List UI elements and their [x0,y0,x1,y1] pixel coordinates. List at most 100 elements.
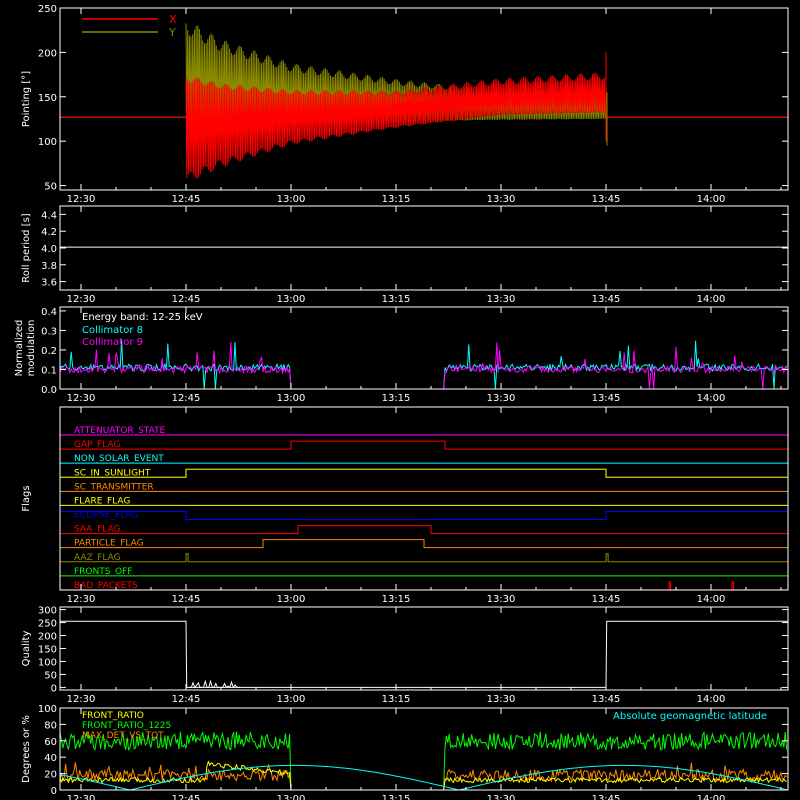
y-tick-label: 4.2 [41,227,57,238]
modulation-panel: 12:30 12:45 13:00 13:15 13:30 13:45 14:00 0.4 0.… [14,306,789,404]
panel-frame [59,406,789,591]
x-tick-label: 13:30 [487,294,516,305]
y-tick-label: 3.6 [41,278,57,289]
y-tick-label: 0.3 [41,326,57,337]
x-tick-label: 12:45 [172,794,201,800]
front-ratio-panel: 12:30 12:45 13:00 13:15 13:30 13:45 14:00 100 80… [21,704,789,800]
y-tick-label: 0.4 [41,307,57,318]
roll-period-panel: 12:30 12:45 13:00 13:15 13:30 13:45 14:00 4.4 4.… [21,205,789,305]
series-X-line [185,72,606,179]
y-tick-label: 150 [38,93,57,104]
energy-band-annotation: Energy band: 12-25 keV [82,312,203,323]
legend-label-front-ratio-1225: FRONT_RATIO_1225 [82,721,171,731]
x-tick-label: 14:00 [697,393,726,404]
panel-frame [59,7,789,191]
x-tick-label: 12:45 [172,694,201,705]
x-tick-label: 13:15 [382,594,411,605]
flag-line-eclipse-flag [59,511,789,520]
x-tick-label: 12:30 [67,794,96,800]
y-axis-label: Normalized [14,320,25,377]
x-tick-label: 13:30 [487,393,516,404]
y-axis-label: Pointing [°] [21,71,32,127]
pointing-panel: 12:30 12:45 13:00 13:15 13:30 13:45 14:00 250 20… [21,4,789,205]
x-tick-label: 14:00 [697,194,726,205]
x-tick-label: 12:45 [172,294,201,305]
x-tick-label: 13:15 [382,794,411,800]
x-tick-label: 14:00 [697,294,726,305]
y-axis-label: Roll period [s] [21,213,32,282]
x-tick-label: 13:30 [487,794,516,800]
x-tick-label: 12:45 [172,594,201,605]
flag-label-fronts-off: FRONTS_OFF [74,567,132,577]
x-tick-label: 13:00 [277,294,306,305]
panel-frame [59,707,789,791]
x-tick-label: 13:15 [382,694,411,705]
y-tick-label: 3.8 [41,261,57,272]
x-tick-label: 13:15 [382,393,411,404]
flag-line-gap-flag [60,440,788,450]
flag-line-sc-in-sunlight [60,468,788,478]
legend-label-collimator-8: Collimator 8 [82,325,143,336]
flag-label-sc-in-sunlight: SC_IN_SUNLIGHT [74,468,151,478]
y-tick-label: 0.1 [41,365,57,376]
legend-label-X: X [169,13,177,26]
flag-label-saa-flag: SAA_FLAG [74,525,120,535]
y-tick-label: 250 [38,619,57,630]
x-tick-label: 12:30 [67,294,96,305]
flag-label-eclipse-flag: ECLIPSE_FLAG [74,511,138,521]
x-tick-label: 12:30 [67,594,96,605]
x-tick-label: 14:00 [697,694,726,705]
x-tick-label: 13:00 [277,794,306,800]
y-axis-label: Degrees or % [21,715,32,783]
y-tick-label: 0 [51,786,57,797]
x-tick-label: 13:45 [592,194,621,205]
x-tick-label: 13:45 [592,294,621,305]
x-tick-label: 13:45 [592,794,621,800]
flag-label-gap-flag: GAP_FLAG [74,440,120,450]
x-tick-label: 13:00 [277,694,306,705]
y-tick-label: 100 [38,657,57,668]
quality-noise [189,679,241,689]
x-tick-label: 12:30 [67,194,96,205]
flag-line-aaz-flag [60,553,788,563]
legend-label-front-ratio: FRONT_RATIO [82,711,144,721]
y-tick-label: 80 [44,720,57,731]
x-tick-label: 13:30 [487,594,516,605]
y-axis-label: modulation [26,320,37,377]
y-tick-label: 100 [38,137,57,148]
x-tick-label: 13:30 [487,694,516,705]
y-tick-label: 250 [38,4,57,15]
y-tick-label: 0.2 [41,346,57,357]
x-tick-label: 13:00 [277,594,306,605]
legend-label-collimator-9: Collimator 9 [82,337,143,348]
flag-label-attenuator-state: ATTENUATOR_STATE [74,426,166,436]
y-tick-label: 50 [44,182,57,193]
quality-panel: 12:30 12:45 13:00 13:15 13:30 13:45 14:00 300 25… [21,606,789,705]
y-tick-label: 100 [38,704,57,715]
y-axis-label: Flags [21,485,32,511]
x-tick-label: 12:45 [172,194,201,205]
y-tick-label: 40 [44,753,57,764]
x-tick-label: 13:00 [277,194,306,205]
legend-label-Y: Y [168,26,176,39]
x-tick-label: 12:30 [67,694,96,705]
y-tick-label: 20 [44,770,57,781]
flag-label-flare-flag: FLARE_FLAG [74,496,130,506]
geomagnetic-annotation: Absolute geomagnetic latitude [613,711,767,722]
flags-panel: ATTENUATOR_STATE GAP_FLAG NON_SOLAR_EVENT S… [21,406,789,605]
x-tick-label: 12:30 [67,393,96,404]
x-tick-label: 13:00 [277,393,306,404]
y-tick-label: 0 [51,683,57,694]
x-tick-label: 13:45 [592,694,621,705]
y-tick-label: 0.0 [41,385,57,396]
y-tick-label: 50 [44,670,57,681]
flag-line-saa-flag [60,525,788,535]
y-tick-label: 300 [38,606,57,617]
y-axis-label: Quality [21,631,32,667]
y-tick-label: 60 [44,737,57,748]
flag-label-bad-packets: BAD_PACKETS [74,581,138,591]
y-tick-label: 4.0 [41,244,57,255]
x-tick-label: 13:15 [382,194,411,205]
y-tick-label: 4.4 [41,210,57,221]
